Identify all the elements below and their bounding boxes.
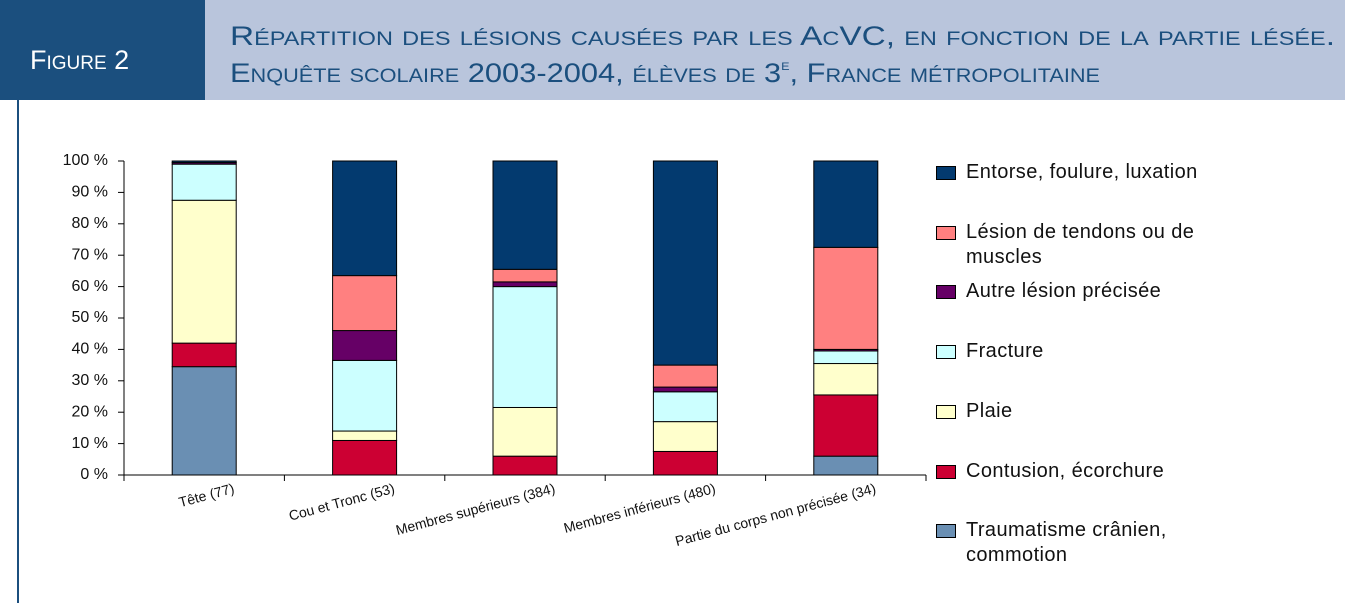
bar-segment [813, 350, 879, 365]
bar-segment [813, 363, 879, 396]
legend-item: Fracture [936, 339, 1256, 364]
legend-swatch [936, 345, 956, 360]
bar-segment [652, 421, 718, 452]
bar-segment [652, 386, 718, 393]
x-tick-label: Cou et Tronc (53) [287, 480, 396, 524]
bar-segment [492, 286, 558, 408]
bar-segment [492, 455, 558, 476]
legend-swatch [936, 166, 956, 180]
legend-swatch [936, 404, 956, 419]
bar-segment [171, 160, 237, 164]
bar-segment [652, 160, 718, 366]
x-tick-label: Membres supérieurs (384) [394, 480, 557, 538]
legend-item: Traumatisme crânien, commotion [936, 518, 1256, 568]
y-tick-label: 70 % [72, 246, 108, 263]
title-part: Enquête scolaire 2003-2004, élèves de 3 [230, 58, 781, 88]
figure-label: Figure 2 [30, 45, 129, 75]
bar-segment [332, 275, 398, 332]
y-tick-label: 0 % [80, 466, 108, 483]
x-tick-label: Tête (77) [177, 480, 236, 510]
legend-label: Fracture [966, 340, 1044, 363]
legend-label: Autre lésion précisée [966, 280, 1162, 303]
y-tick-label: 10 % [72, 435, 108, 452]
y-tick-label: 40 % [72, 341, 108, 358]
legend-label: Lésion de tendons ou de muscles [966, 220, 1195, 268]
bar-segment [813, 160, 879, 248]
legend-item: Contusion, écorchure [936, 459, 1256, 484]
legend-swatch [936, 464, 956, 479]
bar-segment [171, 366, 237, 476]
bar-segment [652, 450, 718, 476]
legend-label: Contusion, écorchure [966, 459, 1165, 482]
bar-segment [171, 163, 237, 201]
bar-segment [492, 281, 558, 288]
legend-swatch [936, 285, 956, 300]
bar-segment [332, 330, 398, 361]
y-tick-label: 80 % [72, 215, 108, 232]
y-tick-label: 90 % [72, 184, 108, 201]
legend-item: Plaie [936, 399, 1256, 424]
legend-swatch [936, 225, 956, 240]
legend-item: Autre lésion précisée [936, 279, 1256, 304]
y-tick-label: 20 % [72, 403, 108, 420]
title-box [205, 0, 1345, 100]
bar-segment [652, 391, 718, 423]
legend-item: Lésion de tendons ou de muscles [936, 220, 1256, 270]
bar-segment [332, 439, 398, 476]
bar-segment [492, 268, 558, 283]
bar-segment [332, 359, 398, 432]
legend-label: Plaie [966, 399, 1013, 422]
figure-box [0, 0, 205, 100]
legend-item: Entorse, foulure, luxation [936, 160, 1256, 185]
bar-segment [492, 160, 558, 270]
legend-label: Traumatisme crânien, commotion [966, 519, 1167, 567]
bar-segment [652, 364, 718, 388]
title: Répartition des lésions causées par les … [230, 21, 1335, 51]
y-tick-label: 60 % [72, 278, 108, 295]
y-tick-label: 50 % [72, 309, 108, 326]
bar-segment [813, 246, 879, 350]
bar-segment [332, 430, 398, 441]
legend-swatch [936, 524, 956, 539]
bar-segment [492, 406, 558, 457]
y-tick-label: 30 % [72, 372, 108, 389]
bar-segment [813, 455, 879, 476]
legend-label: Entorse, foulure, luxation [966, 161, 1198, 183]
title-sup: e [781, 57, 789, 74]
bar-segment [332, 160, 398, 277]
y-tick-label: 100 % [63, 152, 108, 169]
bar-segment [813, 394, 879, 457]
bar-segment [171, 342, 237, 368]
bar-segment [171, 199, 237, 344]
title-part: , France métropolitaine [790, 58, 1100, 88]
